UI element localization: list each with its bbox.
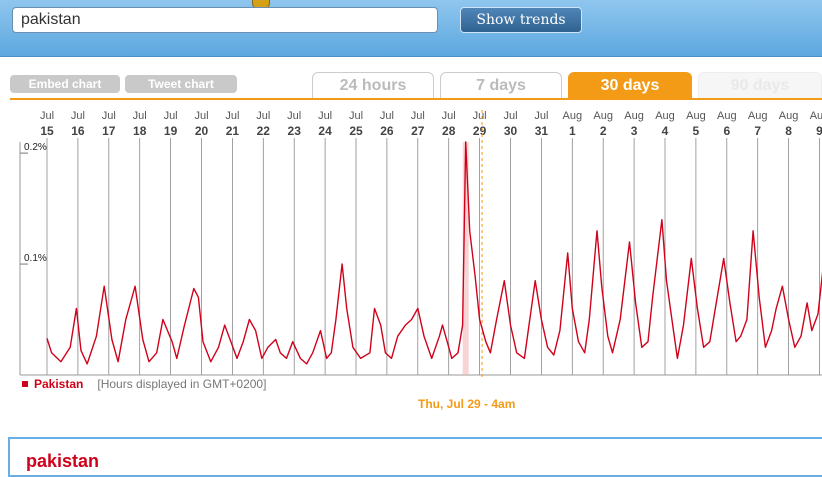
legend-swatch: [22, 381, 28, 387]
x-tick-day: 31: [535, 124, 549, 138]
x-tick-day: 9: [816, 124, 822, 138]
x-tick-day: 4: [662, 124, 669, 138]
x-tick-month: Jul: [318, 110, 332, 122]
series-line-pakistan: [46, 141, 822, 365]
x-tick-month: Aug: [748, 110, 768, 122]
x-tick-day: 28: [442, 124, 456, 138]
x-tick-day: 17: [102, 124, 116, 138]
x-tick-month: Jul: [380, 110, 394, 122]
tab-24-hours[interactable]: 24 hours: [312, 72, 434, 98]
x-tick-month: Aug: [593, 110, 613, 122]
legend-series-name: Pakistan: [34, 377, 84, 391]
x-tick-day: 22: [257, 124, 271, 138]
x-tick-month: Aug: [810, 110, 822, 122]
result-panel: pakistan: [8, 437, 822, 477]
x-tick-day: 23: [288, 124, 302, 138]
x-tick-month: Jul: [534, 110, 548, 122]
x-tick-day: 29: [473, 124, 487, 138]
x-tick-month: Jul: [225, 110, 239, 122]
show-trends-button[interactable]: Show trends: [460, 7, 582, 33]
x-tick-day: 16: [71, 124, 85, 138]
tab-7-days[interactable]: 7 days: [440, 72, 562, 98]
x-tick-month: Aug: [655, 110, 675, 122]
x-tick-day: 3: [631, 124, 638, 138]
tab-underline: [10, 98, 822, 100]
x-tick-month: Aug: [779, 110, 799, 122]
trend-chart: Jul15Jul16Jul17Jul18Jul19Jul20Jul21Jul22…: [19, 110, 822, 380]
x-tick-day: 27: [411, 124, 425, 138]
marker-time-label: Thu, Jul 29 - 4am: [418, 397, 516, 411]
x-tick-month: Jul: [40, 110, 54, 122]
x-tick-day: 7: [754, 124, 761, 138]
tweet-chart-button[interactable]: Tweet chart: [125, 75, 237, 93]
x-tick-month: Jul: [473, 110, 487, 122]
x-tick-day: 30: [504, 124, 518, 138]
x-tick-month: Jul: [194, 110, 208, 122]
x-tick-month: Jul: [349, 110, 363, 122]
x-tick-month: Jul: [133, 110, 147, 122]
x-tick-month: Jul: [442, 110, 456, 122]
chart-legend: Pakistan [Hours displayed in GMT+0200]: [22, 377, 266, 391]
x-tick-day: 1: [569, 124, 576, 138]
x-tick-day: 21: [226, 124, 240, 138]
y-tick-label: 0.1%: [24, 253, 47, 264]
x-tick-day: 19: [164, 124, 178, 138]
timezone-note: [Hours displayed in GMT+0200]: [97, 377, 267, 391]
x-tick-day: 8: [785, 124, 792, 138]
x-tick-month: Jul: [503, 110, 517, 122]
peak-highlight: [462, 142, 469, 375]
tab-30-days[interactable]: 30 days: [568, 72, 692, 98]
x-tick-day: 6: [723, 124, 730, 138]
search-input[interactable]: [12, 7, 438, 33]
x-tick-month: Jul: [287, 110, 301, 122]
x-tick-month: Jul: [411, 110, 425, 122]
embed-chart-button[interactable]: Embed chart: [10, 75, 120, 93]
x-tick-month: Aug: [624, 110, 644, 122]
x-tick-day: 2: [600, 124, 607, 138]
x-tick-day: 25: [349, 124, 363, 138]
tab-90-days[interactable]: 90 days: [698, 72, 822, 98]
x-tick-month: Aug: [686, 110, 706, 122]
x-tick-month: Jul: [256, 110, 270, 122]
x-tick-day: 18: [133, 124, 147, 138]
x-tick-day: 26: [380, 124, 394, 138]
x-tick-month: Jul: [71, 110, 85, 122]
y-tick-label: 0.2%: [24, 142, 47, 153]
x-tick-day: 15: [40, 124, 54, 138]
x-tick-month: Jul: [102, 110, 116, 122]
x-tick-month: Aug: [717, 110, 737, 122]
x-tick-day: 24: [318, 124, 332, 138]
x-tick-day: 20: [195, 124, 209, 138]
top-bar: Show trends: [0, 0, 822, 57]
x-tick-month: Jul: [164, 110, 178, 122]
x-tick-month: Aug: [563, 110, 583, 122]
x-tick-day: 5: [693, 124, 700, 138]
